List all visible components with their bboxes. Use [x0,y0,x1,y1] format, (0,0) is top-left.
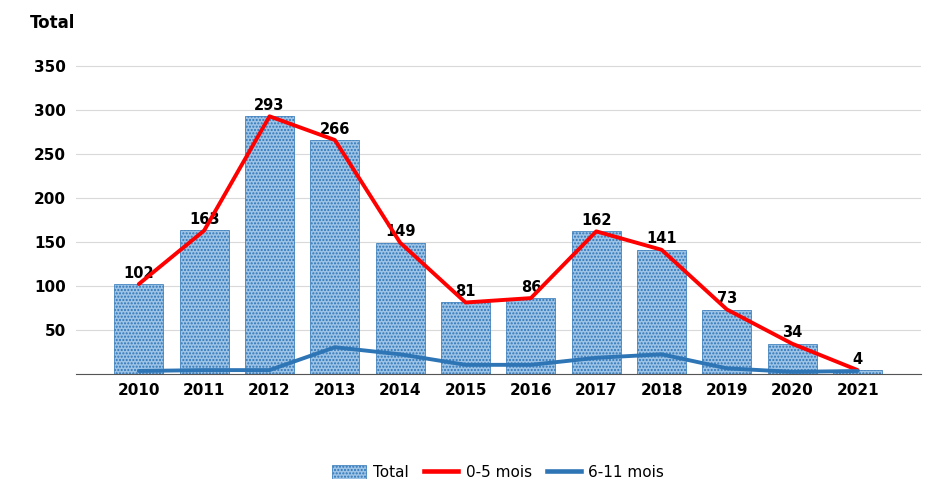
Bar [245,116,294,374]
Bar [376,243,425,374]
Bar [310,140,360,374]
Text: 81: 81 [456,284,475,299]
Bar [637,250,686,374]
Text: 149: 149 [385,224,416,240]
Bar [441,303,490,374]
Text: 293: 293 [254,98,285,113]
Bar [114,284,163,374]
Text: 141: 141 [646,231,677,246]
Text: 73: 73 [716,291,737,306]
Text: 34: 34 [782,325,803,340]
Text: 266: 266 [320,122,350,137]
Bar [571,231,621,374]
Legend: Total, 0-5 mois, 6-11 mois: Total, 0-5 mois, 6-11 mois [326,459,670,479]
Text: 162: 162 [581,213,611,228]
Bar [768,344,817,374]
Text: Total: Total [29,14,75,32]
Bar [702,309,752,374]
Text: 86: 86 [521,280,541,295]
Bar [507,298,555,374]
Text: 163: 163 [189,212,219,227]
Bar [179,230,229,374]
Bar [833,370,883,374]
Text: 4: 4 [852,352,863,366]
Text: 102: 102 [123,265,154,281]
